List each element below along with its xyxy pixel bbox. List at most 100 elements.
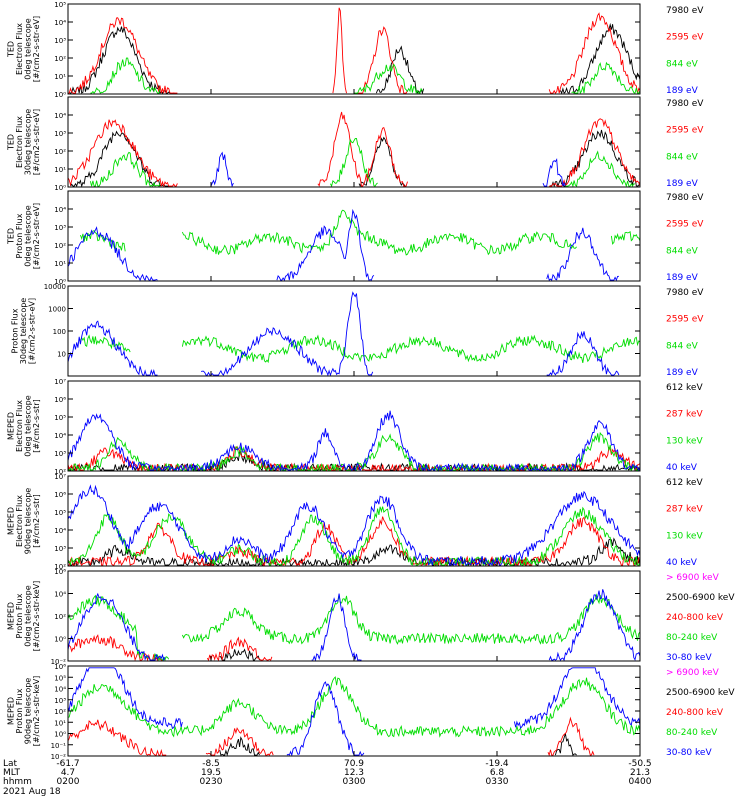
series-line-844-ev <box>89 138 636 188</box>
panel-meped-proton-0: 10⁻² 10⁰ 10² 10⁴ 10⁶ MEPED Proton Flux 0deg tel… <box>6 568 735 666</box>
ytick-label: 10⁴ <box>54 527 66 535</box>
legend-entry: 844 eV <box>666 246 699 256</box>
x-tick-time: 0230 <box>200 777 223 787</box>
series-line-189-ev <box>67 291 620 377</box>
y-axis-label: [#/cm2-s-str-keV] <box>32 676 41 747</box>
y-axis-label: Electron Flux <box>15 23 24 75</box>
ytick-label: 10¹ <box>54 166 66 174</box>
panel-frame <box>67 380 641 472</box>
y-axis-label: Electron Flux <box>15 495 24 547</box>
legend-entry: 2500-6900 keV <box>666 688 735 698</box>
x-tick-mlt: 19.5 <box>201 768 221 778</box>
series-line-240-800-kev <box>67 634 273 662</box>
y-axis-label: 0deg telescope <box>23 585 32 646</box>
ytick-label: 10 <box>57 351 66 359</box>
legend-entry: 189 eV <box>666 368 699 378</box>
y-axis-label: 0deg telescope <box>23 395 32 456</box>
legend-entry: 7980 eV <box>666 6 704 16</box>
legend-entry: > 6900 keV <box>666 573 720 583</box>
panel-frame <box>67 3 641 95</box>
legend-entry: 40 keV <box>666 558 698 568</box>
ytick-label: 10⁶ <box>54 568 66 576</box>
legend-entry: 2595 eV <box>666 33 704 43</box>
legend-entry: 30-80 keV <box>666 653 712 663</box>
x-tick-lat: -8.5 <box>202 759 220 769</box>
legend-entry: 240-800 keV <box>666 613 724 623</box>
ytick-label: 10³ <box>54 224 66 232</box>
legend-entry: 2595 eV <box>666 220 704 230</box>
series-line-30-80-kev <box>67 589 641 662</box>
ytick-label: 10² <box>54 148 66 156</box>
series-line-40-kev <box>67 410 641 472</box>
panel-frame <box>67 190 641 282</box>
y-axis-label: [#/cm2-s-str-eV] <box>32 16 41 82</box>
ytick-label: 10⁶ <box>54 663 66 671</box>
legend-entry: 189 eV <box>666 179 699 189</box>
series-line-844-ev <box>90 57 641 95</box>
legend-entry: 80-240 keV <box>666 633 718 643</box>
panel-meped-electron-0: 10² 10³ 10⁴ 10⁵ 10⁶ 10⁷ MEPED Electron Flux 0deg… <box>6 378 703 476</box>
series-line-844-ev <box>79 209 641 256</box>
ytick-label: 10³ <box>54 450 66 458</box>
legend-entry: 40 keV <box>666 463 698 473</box>
legend-entry: 287 keV <box>666 505 703 515</box>
legend-entry: 80-240 keV <box>666 728 718 738</box>
ytick-label: 10³ <box>54 37 66 45</box>
y-axis-label: Proton Flux <box>15 593 24 638</box>
x-tick-mlt: 21.3 <box>630 768 650 778</box>
ytick-label: 10⁰ <box>54 636 66 644</box>
y-axis-label: Proton Flux <box>15 213 24 258</box>
y-axis-label: MEPED <box>6 602 15 630</box>
legend-entry: 189 eV <box>666 86 699 96</box>
ytick-label: 10⁵ <box>54 1 66 9</box>
y-axis-label: Electron Flux <box>15 400 24 452</box>
ytick-label: 10⁵ <box>54 509 66 517</box>
y-axis-label: 30deg telescope <box>19 298 28 365</box>
legend-entry: 130 keV <box>666 531 703 541</box>
ytick-label: 10¹ <box>54 719 66 727</box>
legend-entry: 287 keV <box>666 410 703 420</box>
y-axis-label: Electron Flux <box>15 116 24 168</box>
legend-entry: 2595 eV <box>666 315 704 325</box>
ytick-label: 10⁴ <box>54 206 66 214</box>
y-axis-label: TED <box>6 41 15 58</box>
y-axis-label: TED <box>6 134 15 151</box>
series-line-2595-ev <box>68 7 641 94</box>
ytick-label: 100 <box>53 328 66 336</box>
series-line-189-ev <box>67 208 619 282</box>
x-tick-time: 0330 <box>486 777 509 787</box>
legend-entry: 612 keV <box>666 478 703 488</box>
y-axis-label: [#/cm2-s-str-eV] <box>32 203 41 269</box>
x-tick-time: 0300 <box>343 777 366 787</box>
y-axis-label: 90deg telescope <box>23 678 32 745</box>
series-line-40-kev <box>67 484 641 567</box>
ytick-label: 10¹ <box>54 260 66 268</box>
legend-entry: 30-80 keV <box>666 748 712 758</box>
x-row-label: 2021 Aug 18 <box>3 787 61 797</box>
x-tick-mlt: 12.3 <box>344 768 364 778</box>
y-axis-label: Proton Flux <box>11 308 20 353</box>
series-line-7980-ev <box>68 22 641 95</box>
y-axis-label: [#/cm2-s-str-eV] <box>28 298 37 364</box>
legend-entry: 240-800 keV <box>666 708 724 718</box>
y-axis-label: [#/cm2-s-str] <box>32 494 41 547</box>
x-tick-mlt: 4.7 <box>61 768 75 778</box>
y-axis-label: [#/cm2-s-str-eV] <box>32 109 41 175</box>
x-row-label: hhmm <box>3 777 32 787</box>
panel-meped-electron-90: 10² 10³ 10⁴ 10⁵ 10⁶ 10⁷ MEPED Electron Flux 90de… <box>6 473 703 571</box>
y-axis-label: [#/cm2-s-str-keV] <box>32 581 41 652</box>
panel-meped-proton-90: 10⁻² 10⁻¹ 10⁰ 10¹ 10² 10³ 10⁴ 10⁵ 10⁶ MEPED Proton… <box>6 663 735 761</box>
series-line-2595-ev <box>67 111 641 188</box>
panel-frame <box>67 475 641 567</box>
x-tick-time: 0200 <box>57 777 80 787</box>
legend-entry: 844 eV <box>666 152 699 162</box>
ytick-label: 10⁵ <box>54 414 66 422</box>
y-axis-label: Proton Flux <box>15 688 24 733</box>
ytick-label: 1000 <box>48 306 66 314</box>
ytick-label: 10⁻² <box>51 658 67 666</box>
x-tick-lat: -19.4 <box>485 759 509 769</box>
series-line-80-240-kev <box>67 593 641 662</box>
y-axis-label: 0deg telescope <box>23 18 32 79</box>
y-axis-label: 30deg telescope <box>23 109 32 176</box>
